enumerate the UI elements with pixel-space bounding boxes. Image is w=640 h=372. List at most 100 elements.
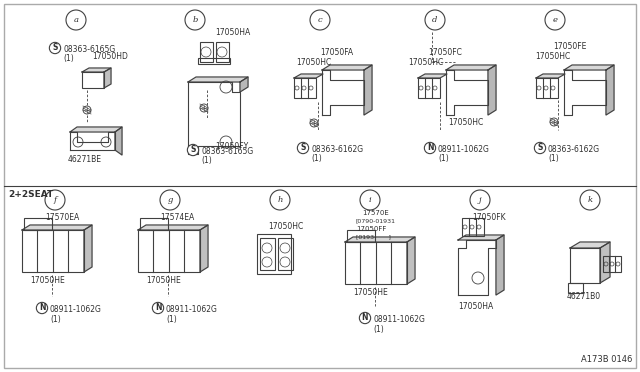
Bar <box>138 230 200 272</box>
Text: (1): (1) <box>166 315 177 324</box>
Text: 17050HC: 17050HC <box>408 58 444 67</box>
Bar <box>82 72 104 88</box>
Circle shape <box>550 118 558 126</box>
Text: 17050FF: 17050FF <box>356 226 387 232</box>
Bar <box>140 218 168 230</box>
Bar <box>603 256 621 272</box>
Polygon shape <box>488 65 496 115</box>
Circle shape <box>83 106 91 114</box>
Polygon shape <box>200 225 208 272</box>
Polygon shape <box>294 74 323 78</box>
Text: 17050HE: 17050HE <box>146 276 180 285</box>
Text: d: d <box>432 16 438 24</box>
Text: 17050HC: 17050HC <box>296 58 332 67</box>
Polygon shape <box>418 74 447 78</box>
Text: 17570EA: 17570EA <box>45 213 79 222</box>
Polygon shape <box>364 65 372 115</box>
Circle shape <box>200 104 208 112</box>
Bar <box>278 238 293 270</box>
Text: (1): (1) <box>311 154 322 163</box>
Text: S: S <box>52 44 58 52</box>
Polygon shape <box>345 237 415 242</box>
Text: 46271BE: 46271BE <box>68 155 102 164</box>
Text: 17050HC: 17050HC <box>448 118 483 127</box>
Text: 17050HE: 17050HE <box>30 276 65 285</box>
Polygon shape <box>104 68 111 88</box>
Text: N: N <box>39 304 45 312</box>
Text: (1): (1) <box>50 315 61 324</box>
Text: 17050FC: 17050FC <box>428 48 462 57</box>
Text: 08363-6162G: 08363-6162G <box>311 145 363 154</box>
Polygon shape <box>536 74 565 78</box>
Text: 17050HD: 17050HD <box>92 52 128 61</box>
Text: S: S <box>538 144 543 153</box>
Polygon shape <box>496 235 504 295</box>
Text: 17050HA: 17050HA <box>458 302 493 311</box>
Text: (1): (1) <box>373 325 384 334</box>
Bar <box>462 218 484 236</box>
Text: k: k <box>588 196 593 204</box>
Polygon shape <box>600 242 610 283</box>
Text: 08911-1062G: 08911-1062G <box>166 305 218 314</box>
Polygon shape <box>240 77 248 92</box>
Text: N: N <box>427 144 433 153</box>
Polygon shape <box>564 65 614 70</box>
Text: 08363-6165G: 08363-6165G <box>201 147 253 156</box>
Bar <box>418 78 440 98</box>
Polygon shape <box>22 225 92 230</box>
Polygon shape <box>606 65 614 115</box>
Text: j: j <box>479 196 481 204</box>
Bar <box>568 283 583 293</box>
Polygon shape <box>84 225 92 272</box>
Bar <box>216 42 229 62</box>
Text: 17050FY: 17050FY <box>215 142 248 151</box>
Text: 08911-1062G: 08911-1062G <box>438 145 490 154</box>
Text: S: S <box>300 144 306 153</box>
Text: e: e <box>552 16 557 24</box>
Text: i: i <box>369 196 371 204</box>
Text: A173B 0146: A173B 0146 <box>580 355 632 364</box>
Bar <box>347 230 375 242</box>
Text: 17570E: 17570E <box>362 210 388 216</box>
Polygon shape <box>115 127 122 155</box>
Text: 17050FK: 17050FK <box>472 213 506 222</box>
Text: [0193-      ]: [0193- ] <box>356 234 391 239</box>
Polygon shape <box>322 65 372 70</box>
Bar <box>294 78 316 98</box>
Text: (1): (1) <box>63 54 74 63</box>
Text: 08363-6165G: 08363-6165G <box>63 45 115 54</box>
Polygon shape <box>70 127 122 132</box>
Text: c: c <box>317 16 323 24</box>
Polygon shape <box>138 225 208 230</box>
Text: (1): (1) <box>201 156 212 165</box>
Bar <box>198 58 230 64</box>
Bar <box>536 78 558 98</box>
Text: 17050FE: 17050FE <box>553 42 586 51</box>
Bar <box>260 238 275 270</box>
Bar <box>257 234 291 274</box>
Text: 17050HC: 17050HC <box>535 52 570 61</box>
Text: 17050HE: 17050HE <box>353 288 388 297</box>
Text: 08911-1062G: 08911-1062G <box>50 305 102 314</box>
Polygon shape <box>446 65 496 70</box>
Text: N: N <box>362 314 368 323</box>
Text: f: f <box>53 196 56 204</box>
Text: 08911-1062G: 08911-1062G <box>373 315 425 324</box>
Text: h: h <box>277 196 283 204</box>
Text: g: g <box>167 196 173 204</box>
Text: (1): (1) <box>548 154 559 163</box>
Circle shape <box>310 119 318 127</box>
Text: 17050FA: 17050FA <box>320 48 353 57</box>
Text: a: a <box>74 16 79 24</box>
Text: 17050HA: 17050HA <box>215 28 250 37</box>
Polygon shape <box>458 235 504 240</box>
Polygon shape <box>188 77 248 82</box>
Text: S: S <box>190 145 196 154</box>
Polygon shape <box>570 242 610 248</box>
Text: (1): (1) <box>438 154 449 163</box>
Text: N: N <box>155 304 161 312</box>
Text: 46271B0: 46271B0 <box>567 292 601 301</box>
Text: [0790-01931: [0790-01931 <box>356 218 396 223</box>
Text: 2+2SEAT: 2+2SEAT <box>8 190 53 199</box>
Text: 17574EA: 17574EA <box>160 213 195 222</box>
